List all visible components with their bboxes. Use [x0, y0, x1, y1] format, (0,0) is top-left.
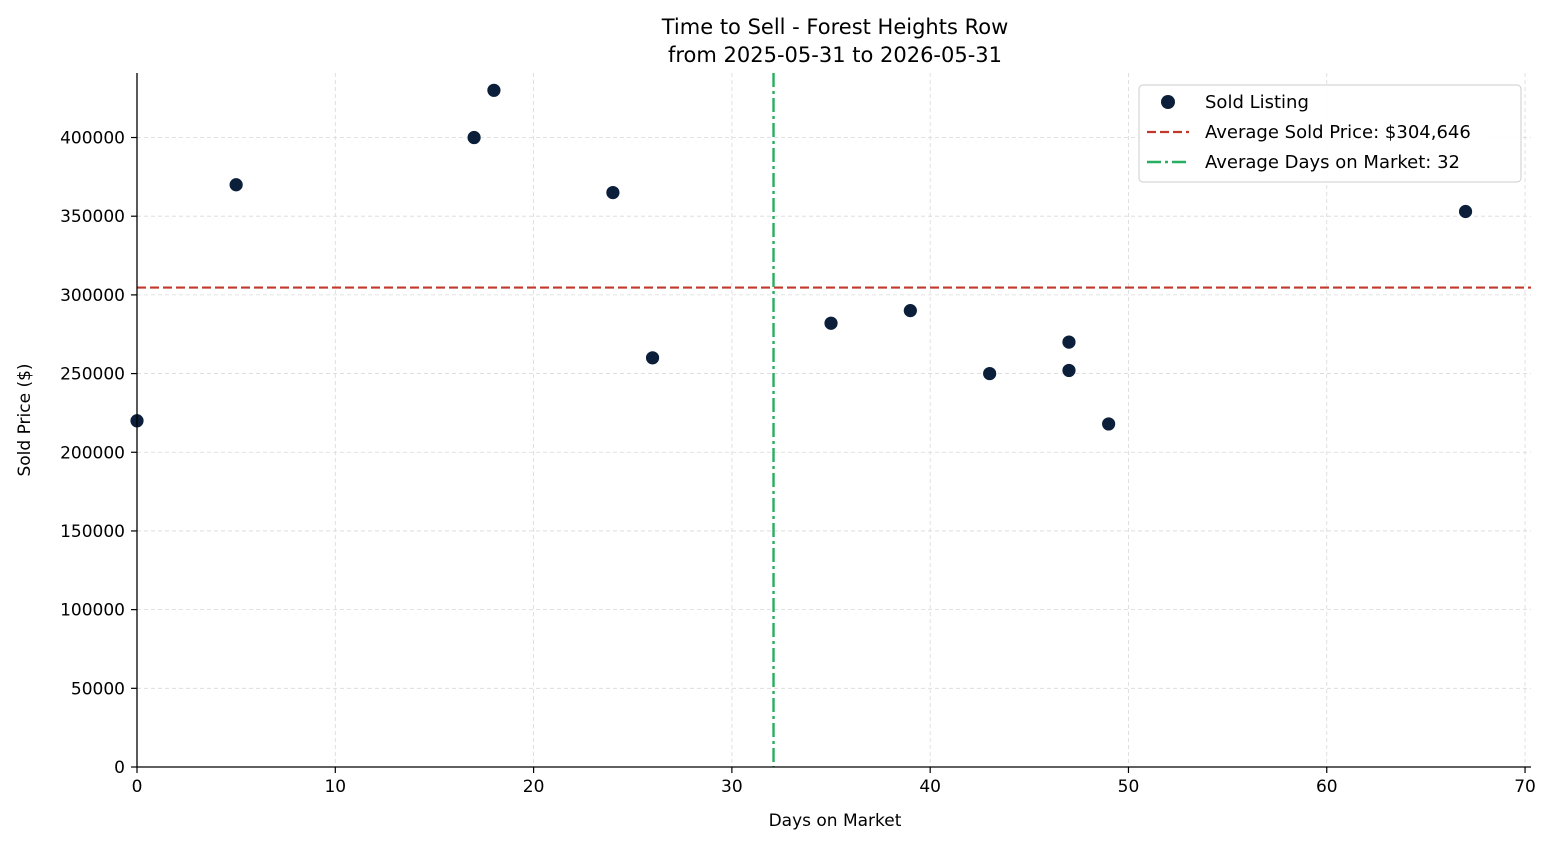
y-tick-label: 0 — [114, 758, 125, 778]
legend-marker-sold-listing — [1161, 95, 1175, 109]
chart-subtitle: from 2025-05-31 to 2026-05-31 — [668, 43, 1002, 67]
x-tick-label: 0 — [132, 777, 143, 797]
y-tick-label: 300000 — [60, 286, 125, 306]
legend-label-average-days: Average Days on Market: 32 — [1205, 152, 1460, 173]
y-tick-label: 400000 — [60, 129, 125, 149]
data-point — [982, 366, 998, 381]
data-point — [1061, 363, 1077, 378]
legend-box — [1138, 84, 1522, 183]
data-point — [228, 177, 244, 193]
y-axis-label: Sold Price ($) — [15, 363, 35, 476]
y-tick-label: 250000 — [60, 365, 125, 385]
x-tick-label: 10 — [324, 777, 346, 797]
data-point — [486, 82, 502, 98]
y-tick-label: 200000 — [60, 443, 125, 463]
legend-label-sold-listing: Sold Listing — [1205, 92, 1309, 113]
y-tick-label: 350000 — [60, 207, 125, 227]
data-point — [605, 185, 621, 201]
y-tick-label: 150000 — [60, 522, 125, 542]
x-tick-label: 30 — [721, 777, 743, 797]
data-point — [1101, 416, 1117, 432]
data-point — [823, 315, 839, 331]
legend: Sold Listing Average Sold Price: $304,646… — [1138, 84, 1522, 183]
x-tick-label: 20 — [523, 777, 545, 797]
x-tick-label: 40 — [919, 777, 941, 797]
x-axis-label: Days on Market — [769, 811, 902, 831]
data-point — [1458, 204, 1473, 219]
legend-label-average-price: Average Sold Price: $304,646 — [1205, 122, 1471, 143]
reference-lines — [137, 73, 1531, 767]
y-tick-label: 100000 — [60, 601, 125, 621]
data-point — [645, 350, 660, 366]
data-point — [1061, 334, 1077, 350]
x-tick-label: 70 — [1514, 777, 1536, 797]
x-tick-label: 60 — [1316, 777, 1338, 797]
data-point — [902, 303, 918, 319]
chart-title: Time to Sell - Forest Heights Row — [661, 15, 1009, 39]
x-tick-label: 50 — [1118, 777, 1140, 797]
y-tick-label: 50000 — [71, 679, 125, 699]
data-point — [466, 130, 482, 145]
axes: 0 10 20 30 40 50 60 70 0 50000 100000 150000 200000 2… — [60, 73, 1536, 797]
